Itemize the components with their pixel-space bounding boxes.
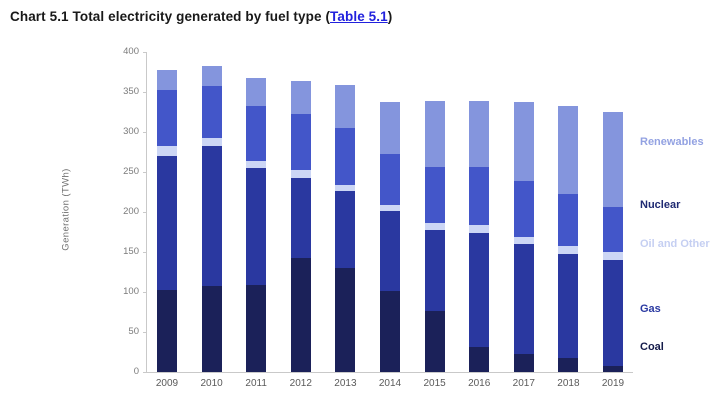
- y-tick-mark: [143, 332, 147, 333]
- x-tick-label-2016: 2016: [468, 378, 491, 389]
- y-tick-mark: [143, 132, 147, 133]
- bar-segment-nuclear-2012: [290, 114, 311, 171]
- y-tick-mark: [143, 172, 147, 173]
- bar-segment-oil-and-other-2010: [201, 138, 222, 147]
- legend-label-oil-and-other: Oil and Other: [640, 238, 710, 250]
- x-tick-label-2013: 2013: [334, 378, 357, 389]
- table-link[interactable]: Table 5.1: [330, 9, 388, 24]
- y-axis-title: Generation (TWh): [60, 168, 72, 251]
- x-tick-label-2019: 2019: [601, 378, 625, 389]
- bar-segment-renewables-2014: [380, 101, 400, 154]
- chart-title-suffix: ): [387, 9, 393, 24]
- bar-segment-coal-2009: [157, 289, 177, 372]
- y-tick-label-100: 100: [123, 286, 139, 297]
- y-tick-label-150: 150: [123, 246, 139, 257]
- y-tick-label-0: 0: [133, 366, 139, 377]
- chart-title: Chart 5.1 Total electricity generated by…: [10, 9, 392, 24]
- y-tick-mark: [143, 92, 147, 93]
- bar-segment-coal-2012: [290, 257, 311, 372]
- bar-segment-gas-2013: [335, 191, 356, 268]
- chart-title-text: Chart 5.1 Total electricity generated by…: [10, 9, 331, 24]
- y-tick-mark: [143, 252, 147, 253]
- y-tick-label-350: 350: [123, 86, 139, 97]
- bar-segment-gas-2009: [157, 156, 177, 290]
- y-tick-mark: [143, 372, 147, 373]
- y-tick-label-250: 250: [123, 166, 139, 177]
- bar-segment-nuclear-2009: [157, 90, 177, 146]
- bar-segment-renewables-2010: [201, 65, 222, 87]
- x-tick-label-2015: 2015: [423, 378, 446, 389]
- bar-segment-renewables-2009: [157, 69, 177, 91]
- bar-segment-oil-and-other-2016: [469, 224, 490, 233]
- x-tick-label-2012: 2012: [289, 378, 312, 389]
- bar-segment-oil-and-other-2019: [603, 252, 623, 260]
- bar-segment-nuclear-2019: [603, 207, 623, 252]
- bar-segment-oil-and-other-2014: [380, 204, 400, 212]
- bar-segment-oil-and-other-2015: [424, 223, 445, 231]
- y-tick-label-50: 50: [128, 326, 139, 337]
- bar-segment-renewables-2016: [469, 100, 490, 168]
- y-tick-label-300: 300: [123, 126, 139, 137]
- bar-segment-gas-2019: [603, 260, 623, 367]
- bar-segment-renewables-2019: [603, 112, 623, 208]
- bar-segment-coal-2018: [558, 358, 579, 372]
- bar-segment-gas-2015: [424, 230, 445, 312]
- x-tick-label-2010: 2010: [200, 378, 223, 389]
- bar-segment-renewables-2011: [246, 77, 267, 106]
- bar-segment-nuclear-2011: [246, 105, 267, 161]
- bar-segment-gas-2018: [558, 253, 579, 359]
- y-tick-label-400: 400: [123, 46, 139, 57]
- legend-label-coal: Coal: [640, 341, 664, 353]
- bar-segment-oil-and-other-2017: [513, 236, 534, 244]
- bar-segment-coal-2019: [603, 366, 623, 372]
- bar-segment-coal-2015: [424, 311, 445, 372]
- bar-segment-coal-2016: [469, 347, 490, 372]
- x-tick-label-2018: 2018: [557, 378, 580, 389]
- bar-segment-nuclear-2010: [201, 86, 222, 139]
- bar-segment-renewables-2017: [513, 101, 534, 181]
- bar-segment-renewables-2018: [558, 105, 579, 195]
- bar-segment-renewables-2012: [290, 80, 311, 115]
- y-tick-mark: [143, 292, 147, 293]
- legend-label-gas: Gas: [640, 303, 661, 315]
- plot-area: 0 50 100 150 200 250 300 350 400 2009 2010 2011 2012…: [123, 46, 633, 389]
- bar-segment-coal-2013: [335, 268, 356, 372]
- bar-segment-nuclear-2013: [335, 128, 356, 185]
- bar-segment-oil-and-other-2013: [335, 184, 356, 192]
- x-tick-label-2011: 2011: [245, 378, 267, 389]
- legend-label-renewables: Renewables: [640, 136, 704, 148]
- bar-segment-coal-2014: [380, 291, 400, 372]
- bar-segment-nuclear-2016: [469, 167, 490, 225]
- bar-segment-gas-2012: [290, 177, 311, 258]
- y-tick-mark: [143, 212, 147, 213]
- bar-segment-nuclear-2014: [380, 153, 400, 205]
- bar-segment-gas-2016: [469, 232, 490, 348]
- bar-segment-gas-2017: [513, 244, 534, 354]
- bar-segment-coal-2010: [201, 285, 222, 372]
- bar-segment-nuclear-2015: [424, 167, 445, 224]
- bar-segment-coal-2017: [513, 353, 534, 372]
- bar-segment-renewables-2015: [424, 100, 445, 168]
- legend-label-nuclear: Nuclear: [640, 199, 681, 211]
- bar-segment-oil-and-other-2018: [558, 246, 579, 254]
- x-tick-label-2009: 2009: [155, 378, 179, 389]
- bar-segment-oil-and-other-2012: [290, 170, 311, 178]
- bar-segment-coal-2011: [246, 284, 267, 372]
- x-tick-label-2017: 2017: [512, 378, 535, 389]
- bar-segment-gas-2010: [201, 146, 222, 286]
- x-tick-label-2014: 2014: [378, 378, 402, 389]
- bar-segment-oil-and-other-2011: [246, 160, 267, 168]
- bar-segment-nuclear-2017: [513, 180, 534, 237]
- bar-segment-gas-2011: [246, 168, 267, 285]
- y-tick-mark: [143, 52, 147, 53]
- bar-segment-nuclear-2018: [558, 194, 579, 247]
- bar-segment-oil-and-other-2009: [157, 145, 177, 156]
- y-tick-label-200: 200: [123, 206, 139, 217]
- bar-segment-renewables-2013: [335, 84, 356, 128]
- bar-segment-gas-2014: [380, 211, 400, 292]
